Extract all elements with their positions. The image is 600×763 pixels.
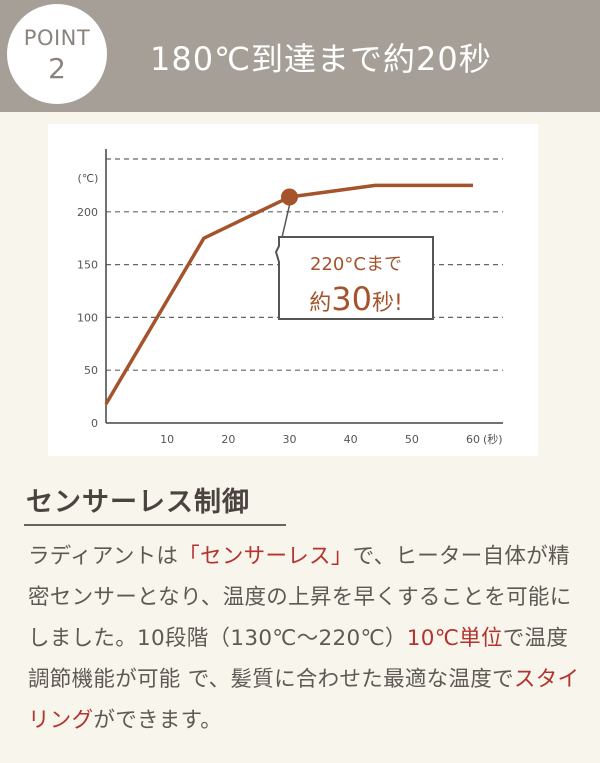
x-tick-label: 40 <box>344 433 358 446</box>
text-part-3: で、ヒーター自体が精密センサーとなり、温度の上昇を早くすることを可能にしました。… <box>28 544 572 651</box>
point-number: 2 <box>48 52 66 85</box>
data-point-marker <box>281 188 298 206</box>
x-tick-label: 20 <box>221 433 235 446</box>
temperature-chart: 0 50 100 150 200 (℃) 10 20 30 40 50 60 (秒) 220°Cまで 約… <box>48 124 538 456</box>
text-part-5: で温度調節機能が可能 で、髪質に合わせた最適な温度で <box>28 626 569 692</box>
callout-line1: 220°Cまで <box>310 254 402 275</box>
section-title-underline <box>24 524 286 526</box>
y-tick-label: 200 <box>77 206 98 219</box>
callout-prefix: 約 <box>309 291 331 316</box>
section-title: センサーレス制御 <box>26 487 250 518</box>
description-paragraph: ラディアントは「センサーレス」で、ヒーター自体が精密センサーとなり、温度の上昇を… <box>28 536 580 741</box>
x-tick-label: 10 <box>160 433 174 446</box>
callout-line2: 約30秒! <box>309 280 403 318</box>
highlight-10c-step: 10℃単位 <box>406 626 503 651</box>
y-unit-label: (℃) <box>78 172 99 185</box>
x-tick-label: 50 <box>405 433 419 446</box>
x-unit-label: (秒) <box>483 432 503 446</box>
header-banner: POINT 2 180℃到達まで約20秒 <box>0 0 600 112</box>
y-tick-label: 50 <box>84 364 98 377</box>
y-tick-label: 0 <box>91 417 98 430</box>
chart-svg: 0 50 100 150 200 (℃) 10 20 30 40 50 60 (秒) 220°Cまで 約… <box>77 149 503 446</box>
y-tick-label: 150 <box>77 259 98 272</box>
y-tick-label: 100 <box>77 311 98 324</box>
text-part-7: ができます。 <box>93 708 223 733</box>
callout-box <box>274 236 434 320</box>
highlight-sensorless: 「センサーレス」 <box>178 544 353 569</box>
x-tick-label: 60 <box>466 433 480 446</box>
header-title: 180℃到達まで約20秒 <box>150 40 492 78</box>
callout-suffix: 秒! <box>372 291 403 316</box>
x-tick-label: 30 <box>283 433 297 446</box>
highlight-styling: スタイリング <box>28 667 580 733</box>
chart-callout: 220°Cまで 約30秒! <box>274 236 434 320</box>
point-badge: POINT 2 <box>7 4 107 104</box>
callout-number: 30 <box>331 280 372 318</box>
point-label: POINT <box>23 26 91 50</box>
text-part-1: ラディアントは <box>28 544 179 569</box>
